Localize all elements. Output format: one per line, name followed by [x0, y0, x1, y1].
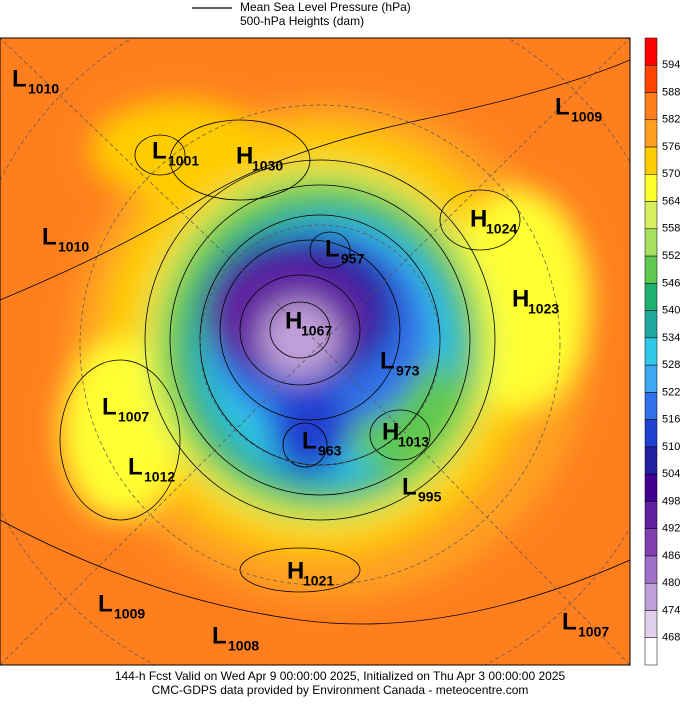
colorbar-label: 474 [662, 604, 680, 616]
colorbar-box [644, 555, 658, 584]
colorbar-label: 528 [662, 359, 680, 371]
colorbar-box [644, 65, 658, 93]
colorbar-label: 552 [662, 250, 680, 262]
colorbar-box [644, 419, 658, 448]
colorbar-label: 510 [662, 441, 680, 453]
colorbar-box [644, 119, 658, 148]
center-kind: L [302, 427, 317, 454]
colorbar-box [644, 473, 658, 502]
colorbar-box [644, 446, 658, 475]
center-value: 1010 [28, 81, 59, 97]
colorbar-box [644, 37, 658, 66]
colorbar-label: 468 [662, 632, 680, 644]
center-value: 995 [418, 489, 442, 505]
footer-text: 144-h Fcst Valid on Wed Apr 9 00:00:00 2… [115, 669, 566, 683]
colorbar-box [644, 283, 658, 311]
center-kind: L [98, 590, 113, 617]
colorbar-box [644, 255, 658, 284]
center-value: 1012 [144, 469, 175, 485]
center-kind: H [382, 418, 399, 445]
center-kind: H [470, 205, 487, 232]
colorbar-label: 516 [662, 414, 680, 426]
colorbar-label: 594 [662, 59, 680, 71]
center-value: 1013 [398, 434, 429, 450]
colorbar-box [644, 610, 658, 638]
center-kind: L [325, 235, 340, 262]
colorbar-label: 564 [662, 195, 680, 207]
center-value: 1008 [228, 638, 259, 654]
colorbar-label: 534 [662, 332, 680, 344]
colorbar-label: 504 [662, 468, 680, 480]
colorbar-box [644, 310, 658, 339]
center-value: 1009 [114, 606, 145, 622]
center-value: 1010 [58, 239, 89, 255]
center-kind: L [402, 473, 417, 500]
colorbar-label: 522 [662, 386, 680, 398]
colorbar-label: 480 [662, 577, 680, 589]
colorbar-box [644, 364, 658, 393]
colorbar-label: 588 [662, 86, 680, 98]
colorbar-box [644, 228, 658, 257]
center-kind: L [102, 393, 117, 420]
footer-text: CMC-GDPS data provided by Environment Ca… [152, 683, 529, 697]
colorbar-box [644, 582, 658, 611]
center-value: 963 [318, 443, 342, 459]
center-kind: L [380, 347, 395, 374]
center-kind: L [212, 622, 227, 649]
center-kind: L [555, 93, 570, 120]
colorbar-label: 486 [662, 550, 680, 562]
center-value: 1001 [168, 153, 199, 169]
center-kind: L [562, 608, 577, 635]
center-value: 1024 [486, 221, 517, 237]
center-value: 1021 [303, 573, 334, 589]
center-value: 1007 [578, 624, 609, 640]
center-value: 1067 [301, 323, 332, 339]
colorbar-box [644, 392, 658, 420]
center-kind: H [236, 142, 253, 169]
legend: Mean Sea Level Pressure (hPa) 500-hPa He… [192, 0, 411, 28]
center-kind: H [285, 307, 302, 334]
center-kind: L [42, 223, 57, 250]
colorbar-label: 540 [662, 305, 680, 317]
center-value: 957 [341, 251, 365, 267]
colorbar-label: 546 [662, 277, 680, 289]
colorbar-label: 492 [662, 523, 680, 535]
colorbar-label: 576 [662, 141, 680, 153]
colorbar-box [644, 337, 658, 366]
center-kind: H [512, 285, 529, 312]
center-value: 1009 [571, 109, 602, 125]
colorbar-label: 582 [662, 114, 680, 126]
colorbar-label: 570 [662, 168, 680, 180]
center-value: 973 [396, 363, 420, 379]
colorbar-box [644, 637, 658, 666]
center-value: 1023 [528, 301, 559, 317]
legend-text: Mean Sea Level Pressure (hPa) [240, 0, 411, 14]
colorbar-box [644, 174, 658, 202]
colorbar-box [644, 146, 658, 175]
colorbar-label: 498 [662, 495, 680, 507]
center-kind: L [128, 453, 143, 480]
center-kind: L [12, 65, 27, 92]
colorbar-box [644, 501, 658, 529]
center-value: 1007 [118, 409, 149, 425]
legend-text: 500-hPa Heights (dam) [240, 14, 364, 28]
colorbar-box [644, 528, 658, 557]
center-kind: H [287, 557, 304, 584]
colorbar: 594 588 582 576 570 564 558 552 546 540 534 528 522 5… [644, 37, 680, 666]
colorbar-box [644, 201, 658, 230]
colorbar-label: 558 [662, 223, 680, 235]
center-value: 1030 [252, 158, 283, 174]
center-kind: L [152, 137, 167, 164]
colorbar-box [644, 92, 658, 121]
